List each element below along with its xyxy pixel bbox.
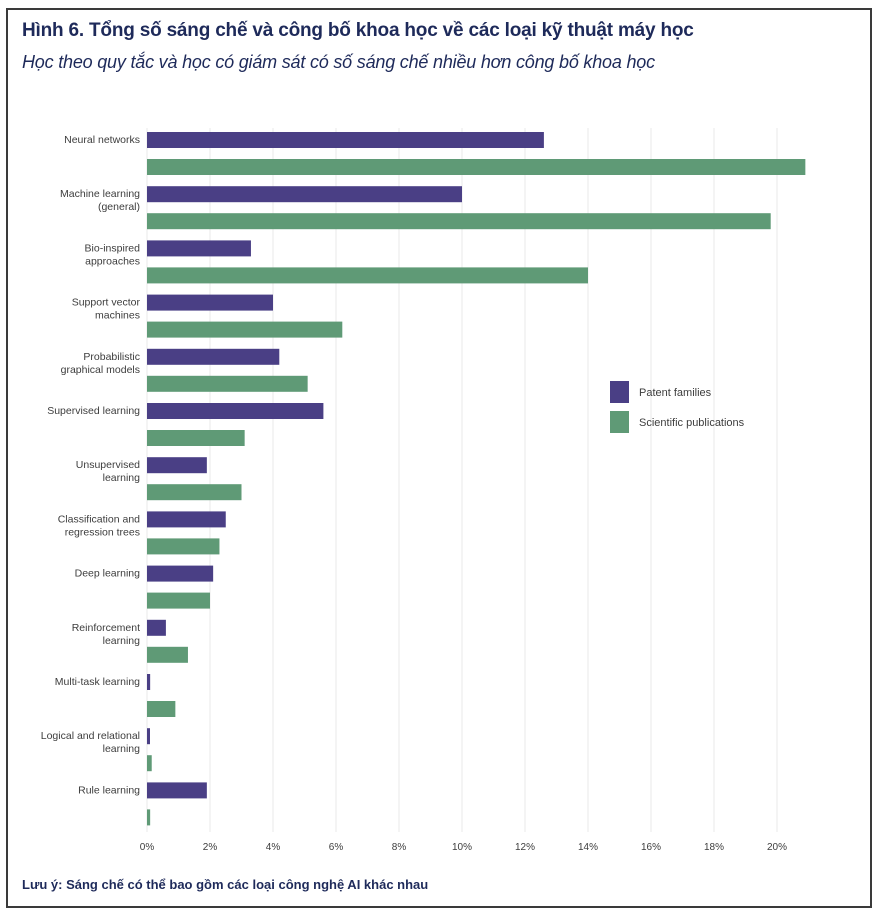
category-label: Supervised learning	[47, 405, 140, 417]
publication-bar	[147, 592, 210, 609]
patent-bar	[147, 511, 226, 528]
publication-bar	[147, 701, 176, 717]
category-label: Bio-inspired approaches	[85, 242, 141, 267]
publication-bar	[147, 755, 152, 772]
publication-bar	[147, 538, 220, 555]
patent-bar	[147, 348, 280, 365]
category-label: Classification and regression trees	[58, 513, 140, 538]
publication-bar	[147, 321, 343, 338]
patent-bar	[147, 132, 544, 148]
category-label: Deep learning	[75, 568, 141, 580]
publication-bar	[147, 213, 771, 230]
publication-bar	[147, 646, 188, 663]
x-tick-label: 6%	[329, 842, 344, 853]
patent-bar	[147, 457, 207, 474]
patent-bar	[147, 565, 214, 582]
patent-bar	[147, 240, 251, 257]
publication-bar	[147, 484, 242, 501]
x-tick-label: 16%	[641, 842, 661, 853]
category-label: Machine learning (general)	[60, 188, 140, 213]
x-tick-label: 10%	[452, 842, 472, 853]
legend-label: Scientific publications	[639, 417, 745, 429]
patent-bar	[147, 403, 324, 419]
patent-bar	[147, 728, 150, 745]
publication-bar	[147, 430, 245, 446]
x-tick-label: 0%	[140, 842, 155, 853]
x-tick-label: 4%	[266, 842, 281, 853]
category-label: Unsupervised learning	[76, 459, 140, 484]
category-label: Support vector machines	[72, 297, 141, 322]
legend-swatch-publication	[610, 411, 629, 433]
x-tick-label: 12%	[515, 842, 535, 853]
patent-bar	[147, 619, 166, 636]
chart-subtitle: Học theo quy tắc và học có giám sát có s…	[22, 52, 655, 72]
x-tick-label: 18%	[704, 842, 724, 853]
legend-swatch-patent	[610, 381, 629, 403]
category-label: Multi-task learning	[55, 676, 140, 688]
chart-title: Hình 6. Tổng số sáng chế và công bố khoa…	[22, 20, 694, 41]
x-tick-label: 20%	[767, 842, 787, 853]
x-tick-label: 8%	[392, 842, 407, 853]
publication-bar	[147, 267, 588, 284]
publication-bar	[147, 375, 308, 392]
category-label: Neural networks	[64, 134, 140, 146]
x-tick-label: 2%	[203, 842, 218, 853]
footnote: Lưu ý: Sáng chế có thể bao gồm các loại …	[22, 877, 429, 892]
category-label: Logical and relational learning	[41, 730, 140, 755]
legend-label: Patent families	[639, 387, 712, 399]
category-label: Rule learning	[78, 784, 140, 796]
patent-bar	[147, 782, 207, 799]
patent-bar	[147, 674, 151, 690]
publication-bar	[147, 809, 151, 826]
category-label: Probabilistic graphical models	[61, 351, 140, 376]
category-label: Reinforcement learning	[72, 622, 140, 647]
x-tick-label: 14%	[578, 842, 598, 853]
patent-bar	[147, 294, 273, 311]
patent-bar	[147, 186, 462, 203]
publication-bar	[147, 159, 806, 175]
